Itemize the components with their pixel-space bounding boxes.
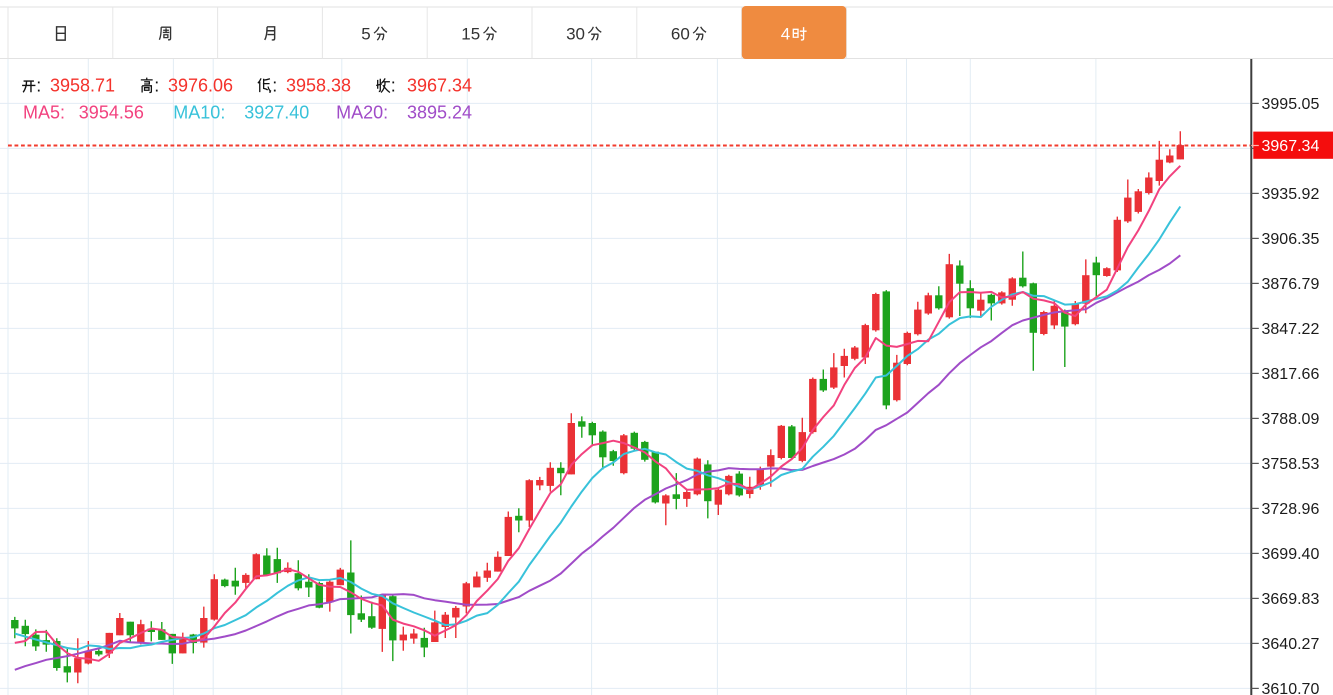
svg-text:3895.24: 3895.24	[407, 103, 472, 123]
svg-text:3906.35: 3906.35	[1262, 231, 1320, 248]
svg-text:3876.79: 3876.79	[1262, 276, 1320, 293]
svg-text:60: 60	[671, 25, 690, 44]
svg-text:15: 15	[461, 25, 480, 44]
svg-text:3967.34: 3967.34	[407, 76, 472, 96]
svg-text:3995.05: 3995.05	[1262, 96, 1320, 113]
svg-text:3935.92: 3935.92	[1262, 186, 1320, 203]
svg-text:4: 4	[781, 25, 790, 44]
svg-text:MA10:: MA10:	[173, 103, 225, 123]
svg-text:3927.40: 3927.40	[244, 103, 309, 123]
svg-text:3954.56: 3954.56	[79, 103, 144, 123]
svg-text:3847.22: 3847.22	[1262, 321, 1320, 338]
svg-text:3669.83: 3669.83	[1262, 591, 1320, 608]
svg-text:3958.38: 3958.38	[286, 76, 351, 96]
svg-text:3728.96: 3728.96	[1262, 501, 1320, 518]
svg-text:MA5:: MA5:	[23, 103, 65, 123]
svg-text:30: 30	[566, 25, 585, 44]
svg-text:3967.34: 3967.34	[1262, 138, 1320, 155]
svg-text:3976.06: 3976.06	[168, 76, 233, 96]
svg-text:5: 5	[361, 25, 370, 44]
svg-text:3758.53: 3758.53	[1262, 456, 1320, 473]
svg-text:3958.71: 3958.71	[50, 76, 115, 96]
svg-text:3610.70: 3610.70	[1262, 681, 1320, 695]
svg-text::: :	[272, 76, 277, 96]
svg-text:3817.66: 3817.66	[1262, 366, 1320, 383]
svg-text:3788.09: 3788.09	[1262, 411, 1320, 428]
svg-text:3640.27: 3640.27	[1262, 636, 1320, 653]
svg-text:MA20:: MA20:	[336, 103, 388, 123]
svg-text:3699.40: 3699.40	[1262, 546, 1320, 563]
svg-text::: :	[391, 76, 396, 96]
svg-text::: :	[36, 76, 41, 96]
svg-text::: :	[154, 76, 159, 96]
